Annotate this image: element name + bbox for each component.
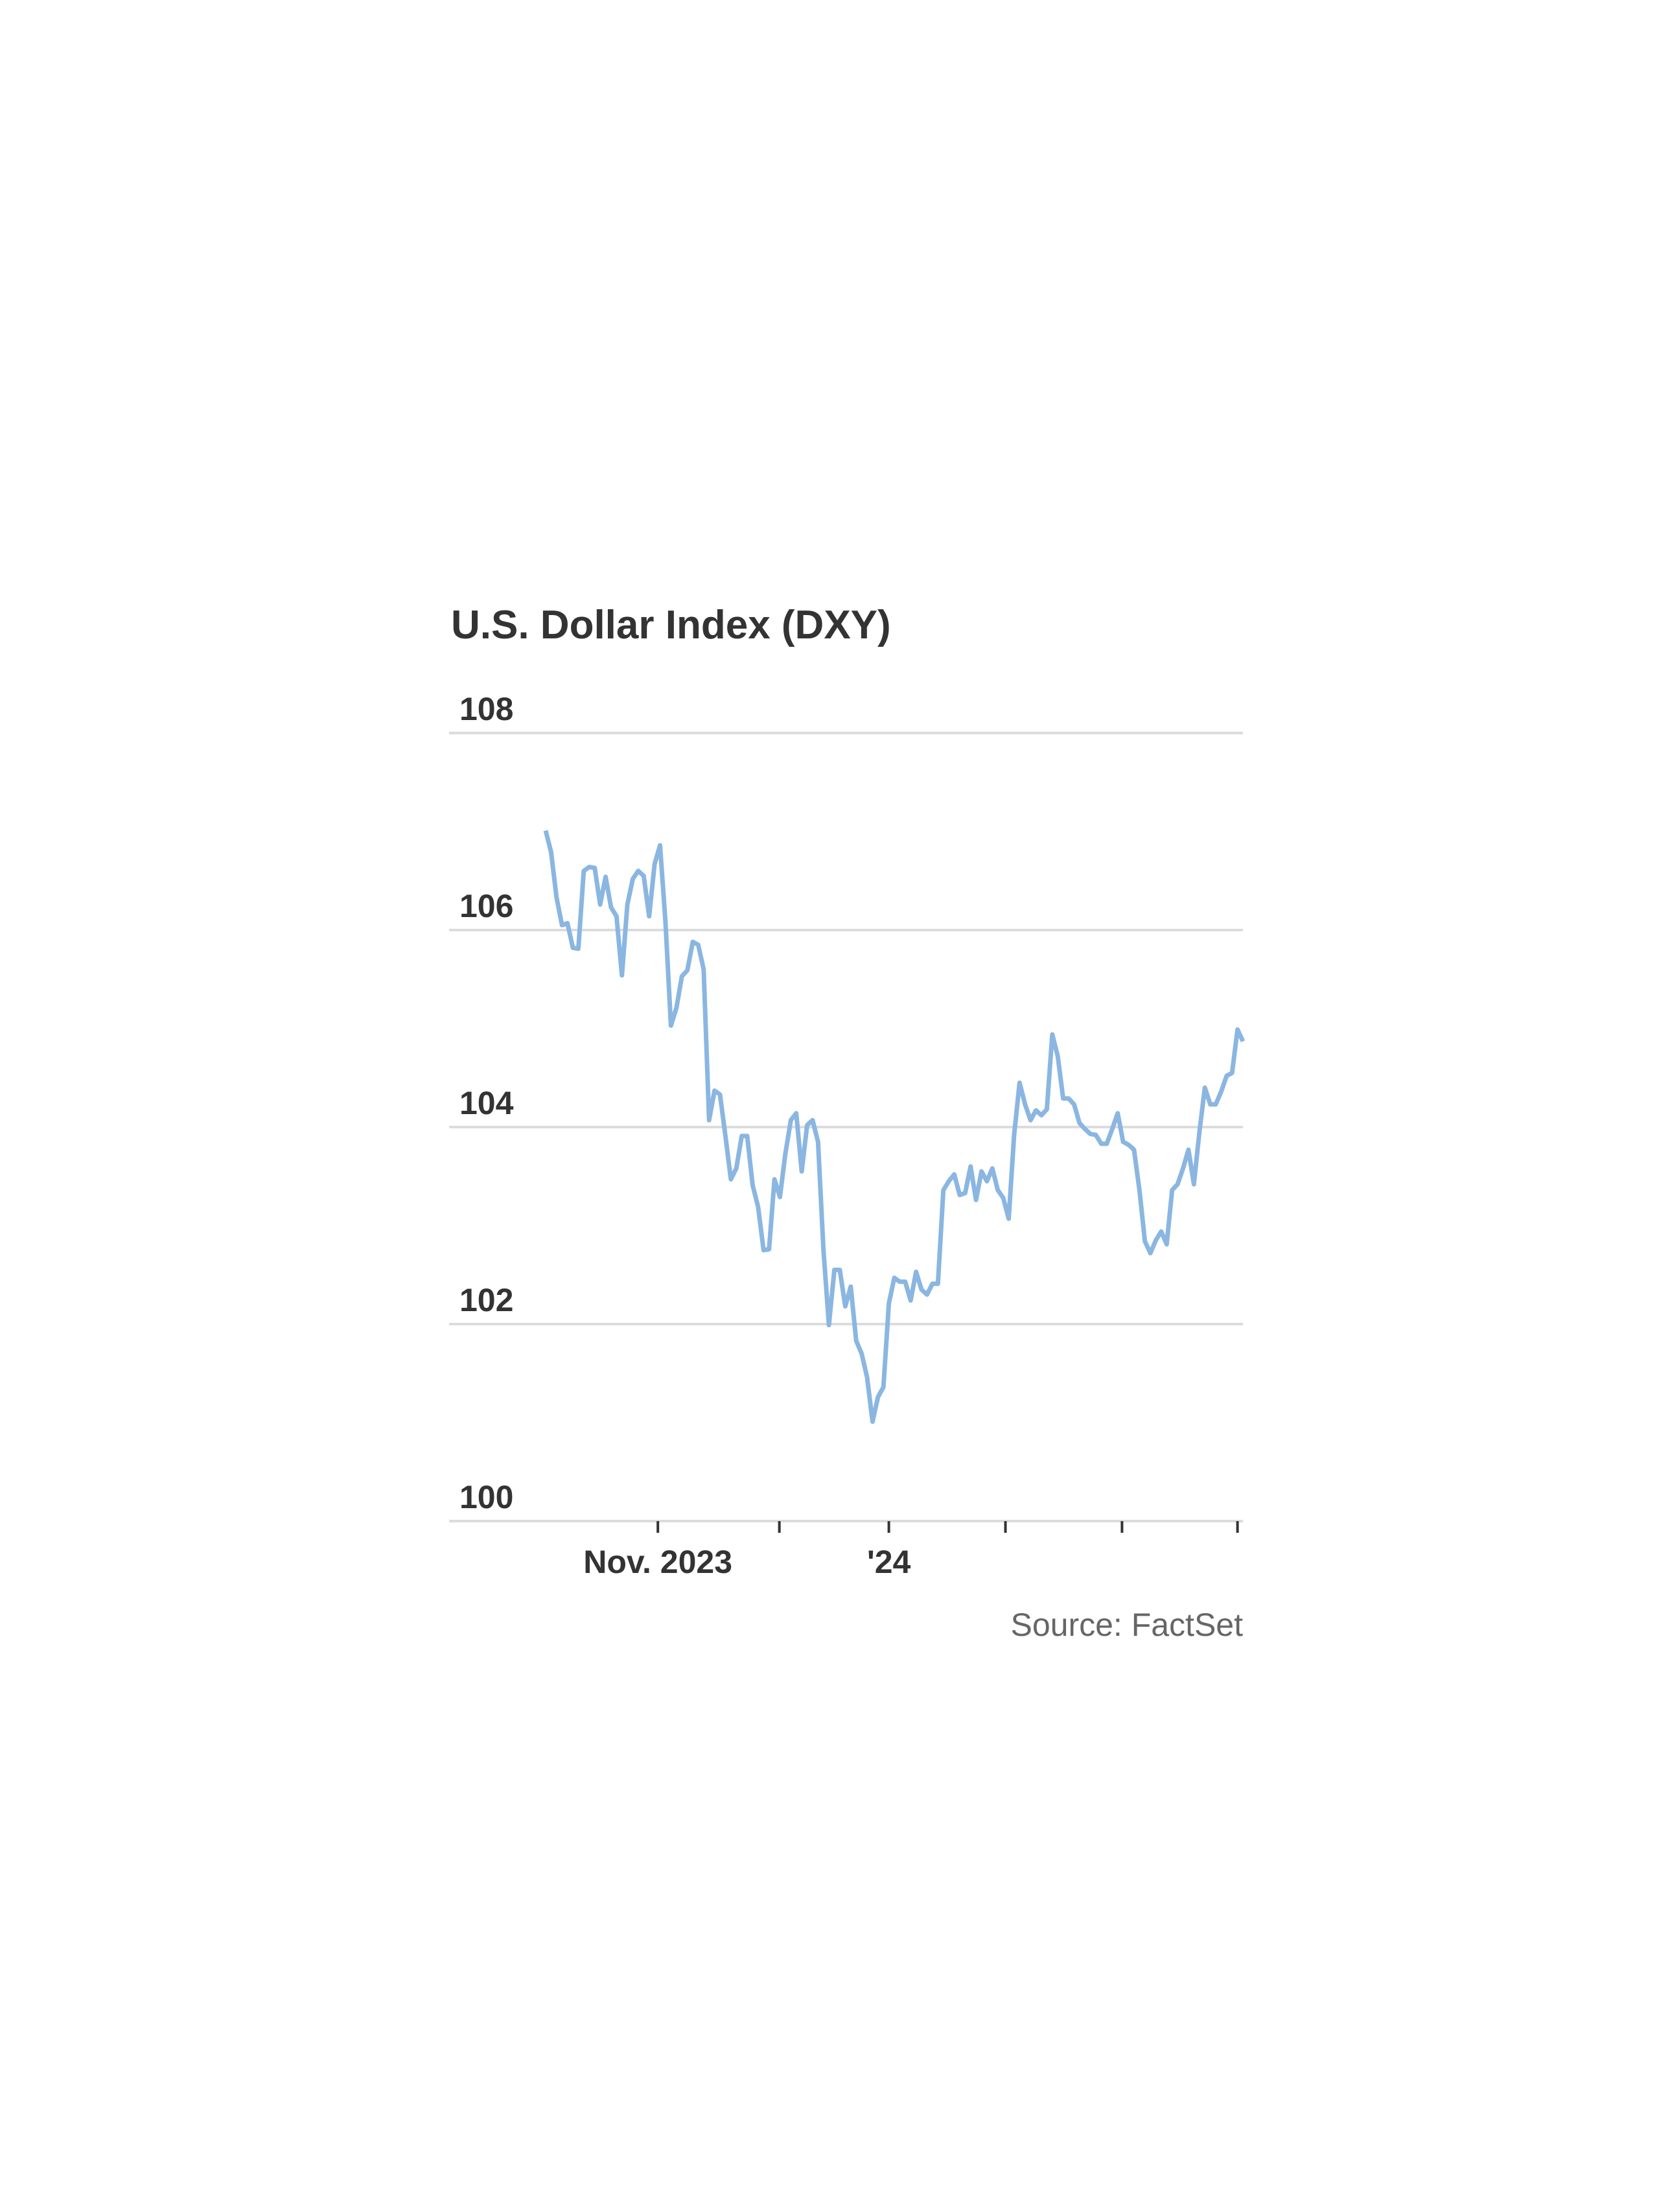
y-tick-label: 106 [459,888,513,924]
chart-title: U.S. Dollar Index (DXY) [451,603,891,647]
x-tick-label: '24 [867,1544,911,1580]
y-tick-label: 100 [459,1479,513,1515]
y-tick-label: 104 [459,1085,514,1121]
x-tick-label: Nov. 2023 [583,1544,732,1580]
line [543,830,1246,1424]
source: Source: FactSet [1011,1607,1244,1643]
y-tick-label: 102 [459,1282,513,1318]
y-tick-label: 108 [459,691,513,727]
